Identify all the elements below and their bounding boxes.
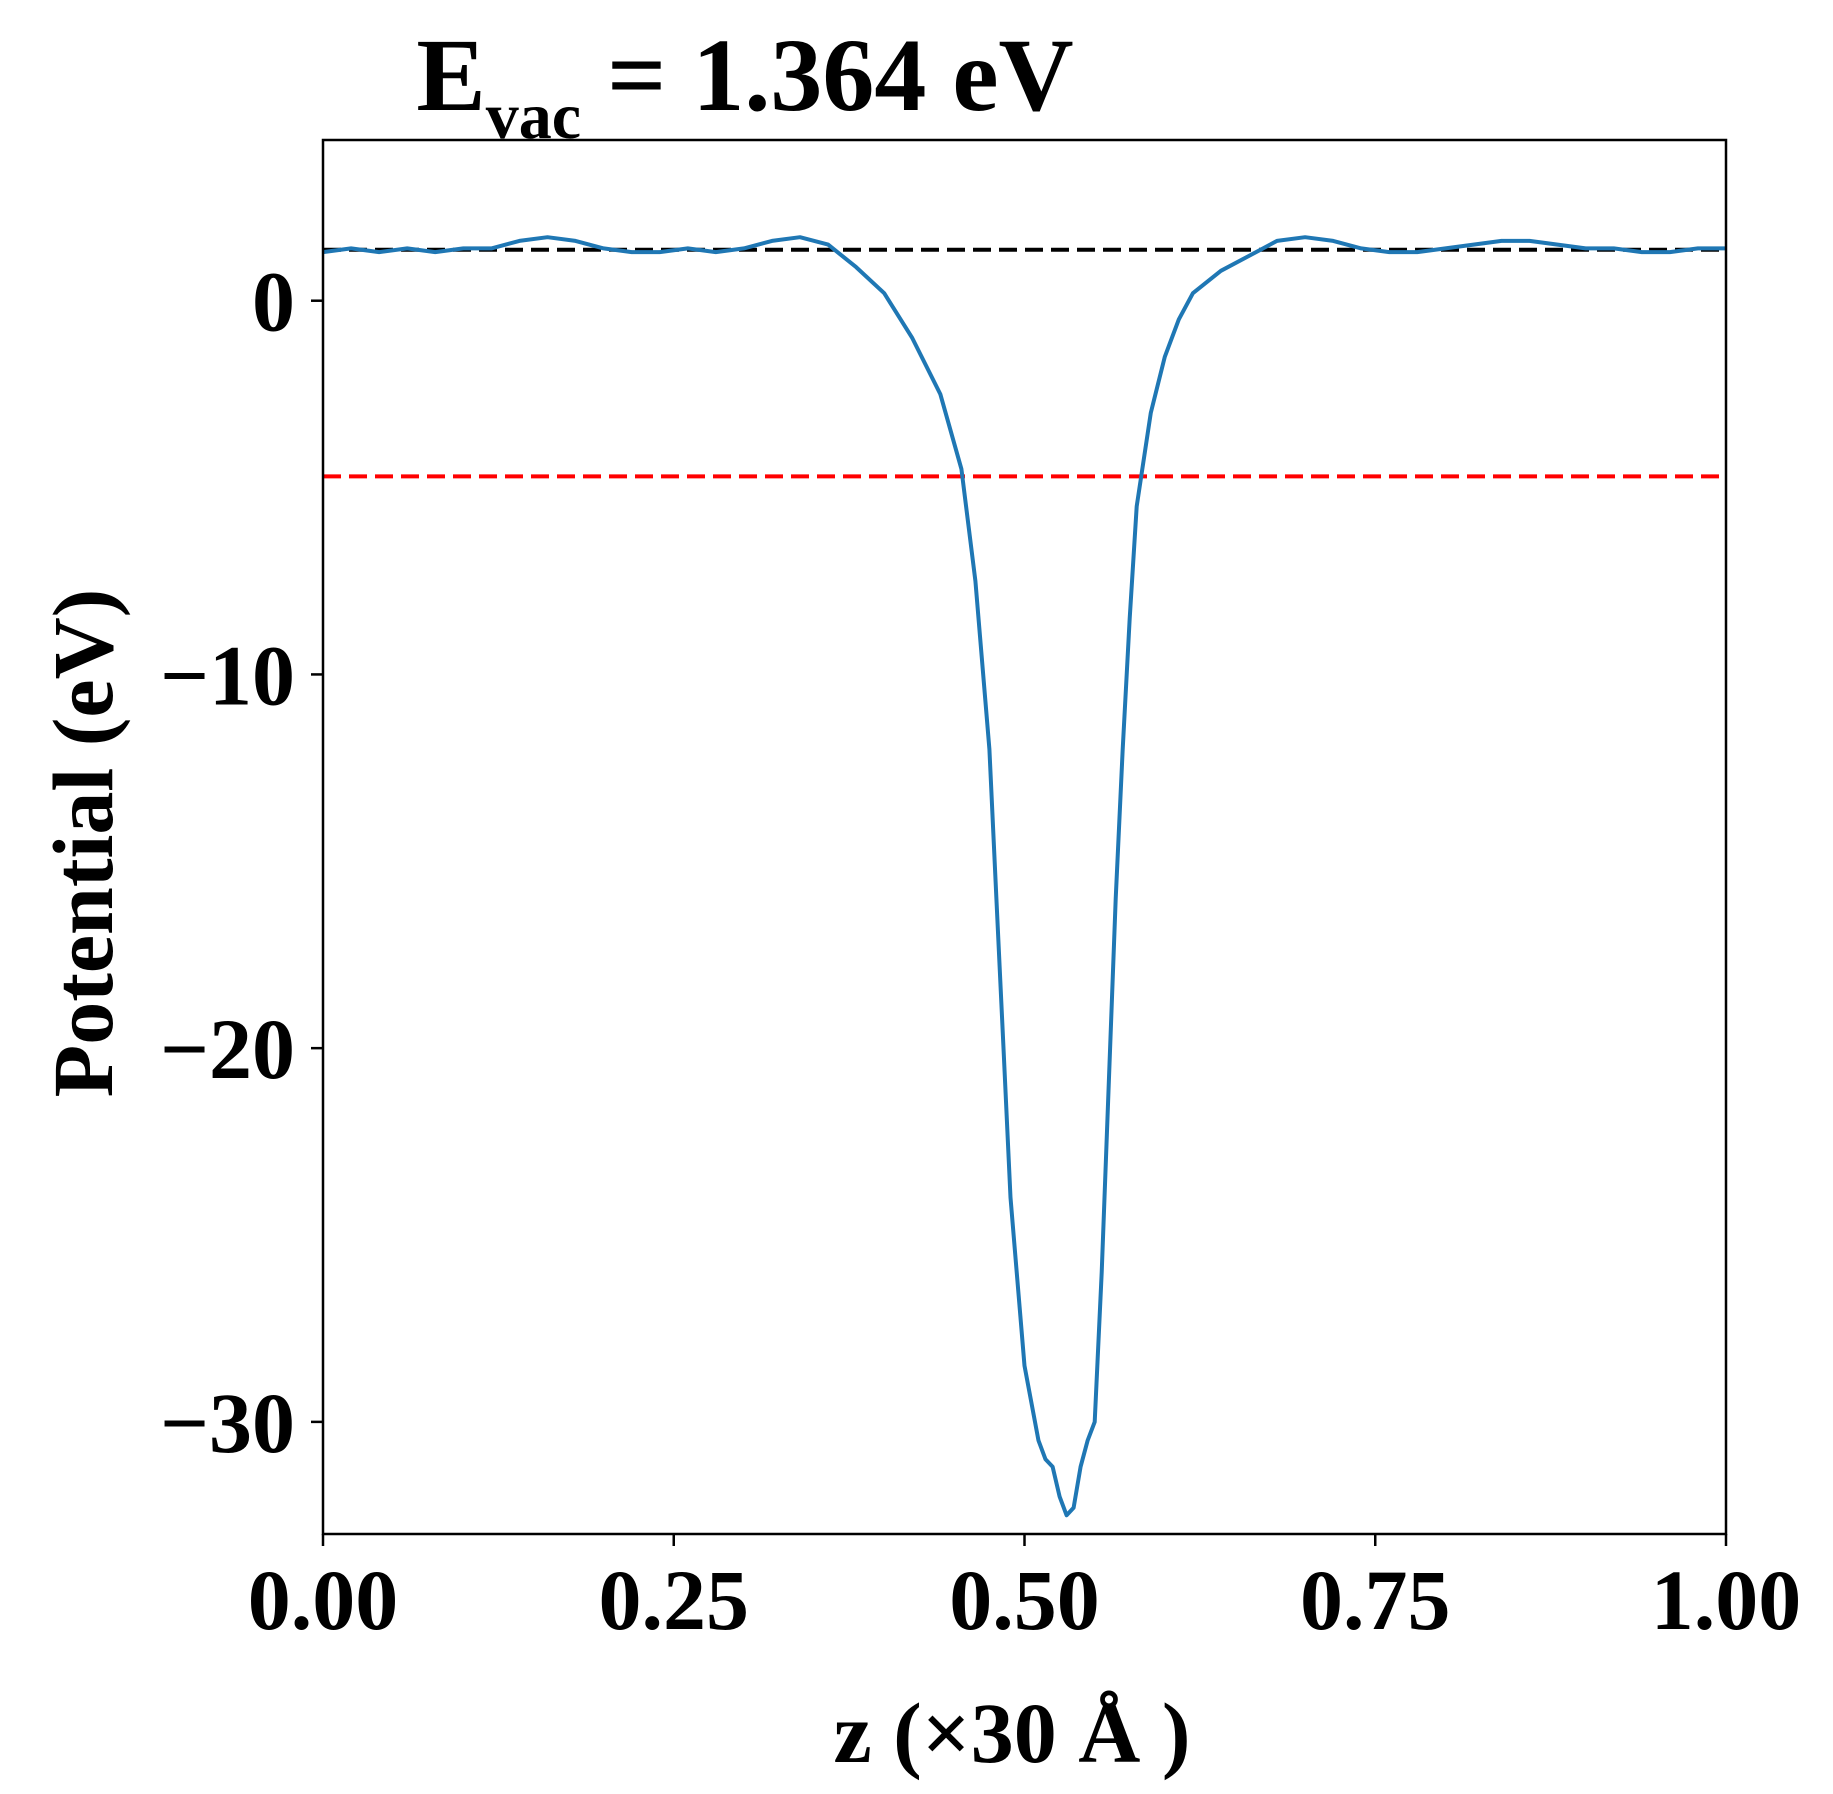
title-rest: = 1.364 eV — [581, 18, 1074, 133]
x-ticks: 0.00 0.25 0.50 0.75 1.00 — [248, 1534, 1802, 1648]
x-tick-label: 1.00 — [1651, 1552, 1802, 1648]
x-tick-label: 0.75 — [1300, 1552, 1451, 1648]
x-tick-label: 0.50 — [949, 1552, 1100, 1648]
reference-lines — [323, 247, 1726, 479]
y-tick-label: −20 — [160, 1001, 295, 1097]
y-tick-label: −10 — [160, 627, 295, 723]
x-tick-label: 0.00 — [248, 1552, 399, 1648]
x-axis-label: z (×30 Å ) — [833, 1685, 1190, 1781]
chart-title: Evac = 1.364 eV — [416, 18, 1073, 153]
y-tick-label: 0 — [252, 254, 295, 350]
series-line-0 — [322, 235, 1726, 1518]
title-main: E — [416, 18, 485, 133]
title-subscript: vac — [486, 80, 581, 153]
series-layer — [322, 235, 1726, 1518]
x-tick-label: 0.25 — [599, 1552, 750, 1648]
y-axis-label: Potential (eV) — [35, 589, 131, 1098]
y-tick-label: −30 — [160, 1375, 295, 1471]
y-ticks: 0 −10 −20 −30 — [160, 254, 323, 1471]
axes-frame — [321, 138, 1728, 1536]
